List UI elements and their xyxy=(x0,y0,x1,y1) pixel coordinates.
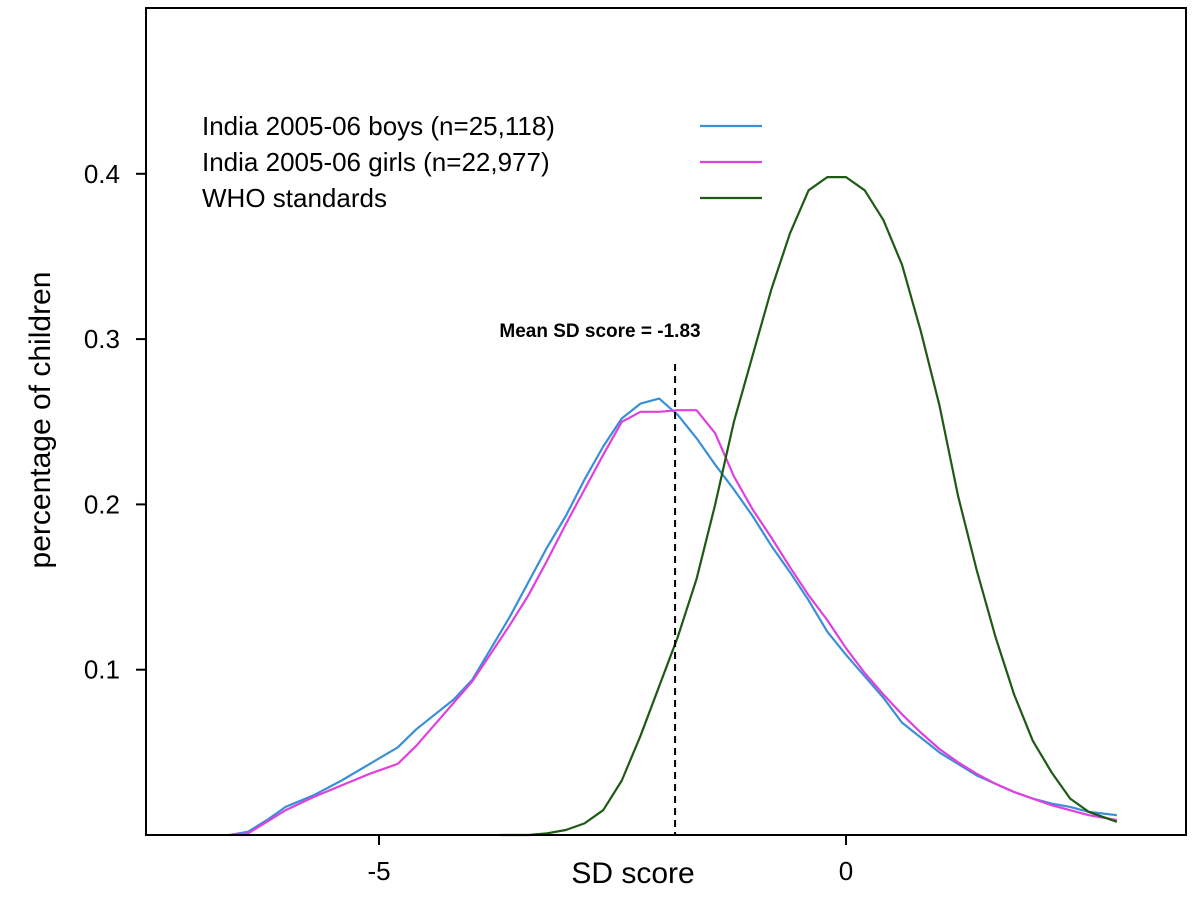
x-axis-label: SD score xyxy=(571,857,694,890)
series-line-3 xyxy=(500,176,1118,837)
legend-label-1: India 2005-06 boys (n=25,118) xyxy=(202,111,555,141)
axis-ticks: -5 0 0.1 0.2 0.3 0.4 xyxy=(84,159,853,886)
y-tick-label: 0.2 xyxy=(84,489,120,519)
mean-label: Mean SD score = -1.83 xyxy=(499,321,700,342)
legend-label-3: WHO standards xyxy=(202,183,387,213)
x-tick-label: 0 xyxy=(839,856,853,886)
y-axis-label: percentage of children xyxy=(24,272,57,569)
series-line-2 xyxy=(229,409,1118,837)
series-lines xyxy=(229,176,1118,837)
y-tick-label: 0.4 xyxy=(84,159,120,189)
legend-label-2: India 2005-06 girls (n=22,977) xyxy=(202,147,550,177)
series-line-1 xyxy=(229,397,1118,837)
plot-frame xyxy=(145,7,1187,836)
y-tick-label: 0.3 xyxy=(84,324,120,354)
y-tick-label: 0.1 xyxy=(84,655,120,685)
x-tick-label: -5 xyxy=(367,856,390,886)
mean-annotation: Mean SD score = -1.83 xyxy=(499,321,701,835)
legend: India 2005-06 boys (n=25,118) India 2005-… xyxy=(202,111,762,213)
